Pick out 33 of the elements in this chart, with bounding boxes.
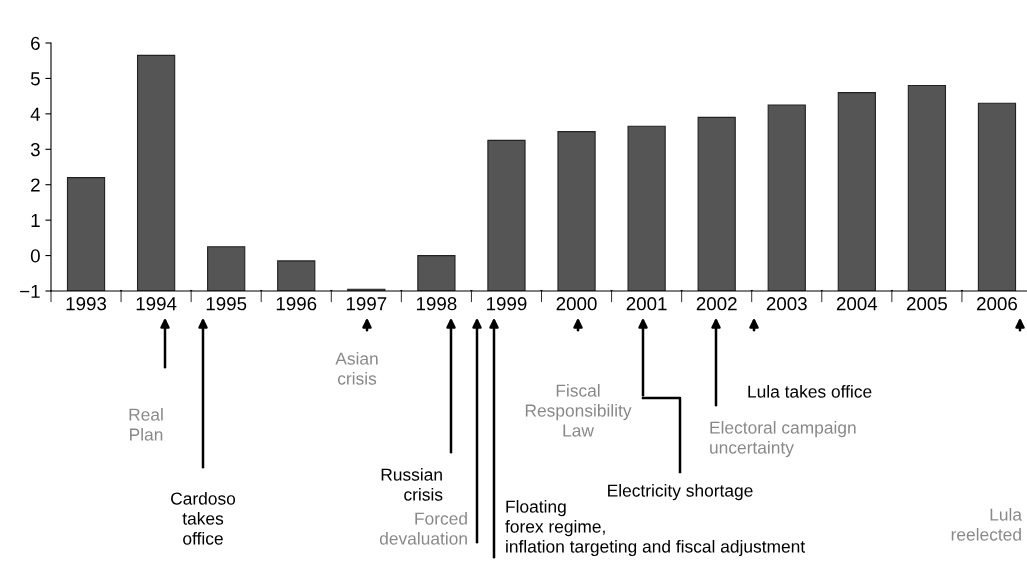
x-tick-label: 1997: [346, 297, 387, 311]
x-tick-label: 1993: [66, 297, 107, 311]
x-tick-label: 1999: [487, 297, 527, 311]
text: Fiscal Responsibility Law: [525, 384, 632, 437]
x-tick-label: 2002: [696, 297, 737, 311]
text: Electricity shortage: [608, 484, 753, 501]
text: Lula takes office: [748, 385, 872, 398]
x-tick-label: 1998: [416, 297, 457, 311]
text: Lula reelected: [951, 508, 1022, 541]
x-tick-label: 1995: [206, 297, 247, 311]
y-tick-label: 3: [30, 142, 40, 157]
x-tick-label: 2005: [906, 297, 947, 311]
y-tick-label: 6: [31, 36, 40, 50]
x-tick-label: 2003: [766, 297, 807, 311]
text: Electoral campaign uncertainty: [710, 421, 856, 458]
text: Floating forex regime, inflation targeting and fiscal adjustment: [505, 500, 806, 557]
y-tick-label: 1: [31, 214, 40, 227]
x-tick-label: 1994: [136, 297, 177, 311]
y-tick-label: 5: [30, 72, 40, 86]
x-tick-label: 2004: [836, 297, 878, 311]
text: Cardoso takes office: [171, 492, 236, 545]
text: Asian crisis: [335, 352, 378, 385]
y-tick-label: 0: [30, 249, 40, 263]
text: Russian crisis: [381, 468, 443, 501]
x-tick-label: 2006: [977, 297, 1017, 311]
y-tick-label: 4: [30, 107, 41, 121]
x-tick-label: 2001: [626, 297, 667, 311]
y-tick-label: 2: [31, 178, 40, 192]
text: Real Plan: [129, 408, 163, 441]
y-tick-label: −1: [20, 284, 40, 298]
x-tick-label: 1996: [276, 297, 317, 311]
x-tick-label: 2000: [556, 297, 597, 311]
text: Forced devaluation: [379, 512, 467, 545]
